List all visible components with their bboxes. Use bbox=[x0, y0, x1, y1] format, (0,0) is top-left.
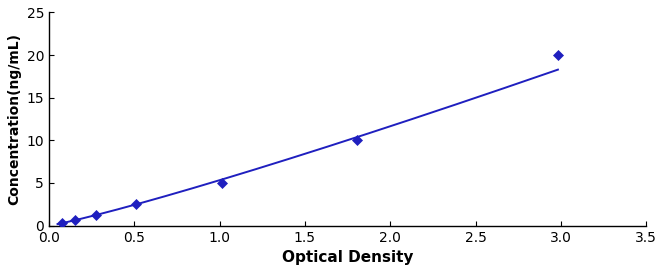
X-axis label: Optical Density: Optical Density bbox=[282, 250, 413, 265]
Y-axis label: Concentration(ng/mL): Concentration(ng/mL) bbox=[7, 33, 21, 205]
